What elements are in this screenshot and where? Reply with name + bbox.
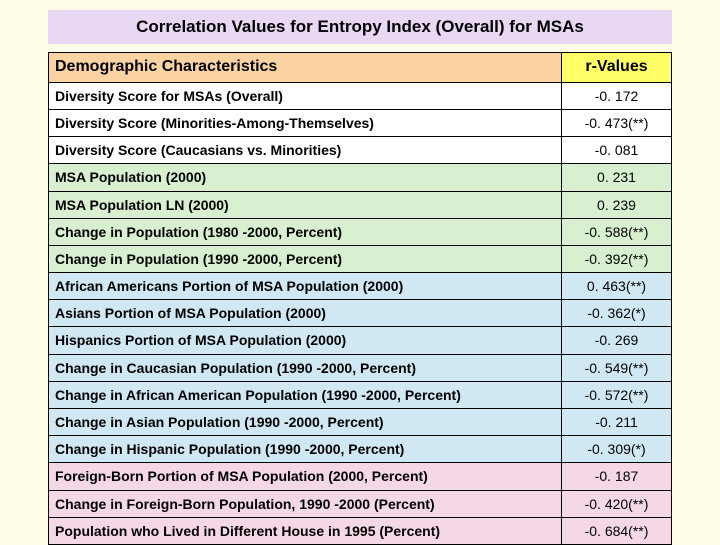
row-label: Change in Asian Population (1990 -2000, … [49,409,562,436]
row-value: -0. 572(**) [562,381,672,408]
correlation-table: Demographic Characteristics r-Values Div… [48,52,672,545]
row-label: Diversity Score for MSAs (Overall) [49,82,562,109]
table-row: MSA Population LN (2000)0. 239 [49,191,672,218]
row-label: MSA Population (2000) [49,164,562,191]
table-row: Diversity Score (Caucasians vs. Minoriti… [49,137,672,164]
table-row: Change in Asian Population (1990 -2000, … [49,409,672,436]
table-row: Population who Lived in Different House … [49,517,672,544]
row-value: -0. 362(*) [562,300,672,327]
row-value: -0. 473(**) [562,109,672,136]
row-label: Change in Population (1990 -2000, Percen… [49,245,562,272]
row-value: 0. 239 [562,191,672,218]
row-label: MSA Population LN (2000) [49,191,562,218]
row-value: -0. 269 [562,327,672,354]
row-label: African Americans Portion of MSA Populat… [49,273,562,300]
row-label: Diversity Score (Minorities-Among-Themse… [49,109,562,136]
col-header-demographic: Demographic Characteristics [49,53,562,83]
row-label: Hispanics Portion of MSA Population (200… [49,327,562,354]
table-row: Change in Foreign-Born Population, 1990 … [49,490,672,517]
table-row: MSA Population (2000)0. 231 [49,164,672,191]
table-row: Hispanics Portion of MSA Population (200… [49,327,672,354]
table-row: African Americans Portion of MSA Populat… [49,273,672,300]
table-row: Change in African American Population (1… [49,381,672,408]
table-row: Change in Hispanic Population (1990 -200… [49,436,672,463]
table-row: Change in Population (1990 -2000, Percen… [49,245,672,272]
row-label: Diversity Score (Caucasians vs. Minoriti… [49,137,562,164]
table-row: Change in Caucasian Population (1990 -20… [49,354,672,381]
row-label: Asians Portion of MSA Population (2000) [49,300,562,327]
row-value: -0. 081 [562,137,672,164]
row-label: Population who Lived in Different House … [49,517,562,544]
table-row: Foreign-Born Portion of MSA Population (… [49,463,672,490]
row-label: Change in Caucasian Population (1990 -20… [49,354,562,381]
row-value: 0. 463(**) [562,273,672,300]
row-value: -0. 549(**) [562,354,672,381]
table-row: Change in Population (1980 -2000, Percen… [49,218,672,245]
row-value: -0. 172 [562,82,672,109]
table-header-row: Demographic Characteristics r-Values [49,53,672,83]
table-row: Diversity Score for MSAs (Overall)-0. 17… [49,82,672,109]
row-value: -0. 187 [562,463,672,490]
row-value: 0. 231 [562,164,672,191]
col-header-rvalues: r-Values [562,53,672,83]
row-value: -0. 588(**) [562,218,672,245]
table-row: Asians Portion of MSA Population (2000)-… [49,300,672,327]
row-label: Change in African American Population (1… [49,381,562,408]
table-row: Diversity Score (Minorities-Among-Themse… [49,109,672,136]
row-label: Change in Hispanic Population (1990 -200… [49,436,562,463]
row-label: Foreign-Born Portion of MSA Population (… [49,463,562,490]
row-value: -0. 684(**) [562,517,672,544]
row-value: -0. 420(**) [562,490,672,517]
row-value: -0. 211 [562,409,672,436]
row-value: -0. 309(*) [562,436,672,463]
row-value: -0. 392(**) [562,245,672,272]
table-body: Diversity Score for MSAs (Overall)-0. 17… [49,82,672,544]
row-label: Change in Foreign-Born Population, 1990 … [49,490,562,517]
page-title: Correlation Values for Entropy Index (Ov… [48,10,672,44]
row-label: Change in Population (1980 -2000, Percen… [49,218,562,245]
